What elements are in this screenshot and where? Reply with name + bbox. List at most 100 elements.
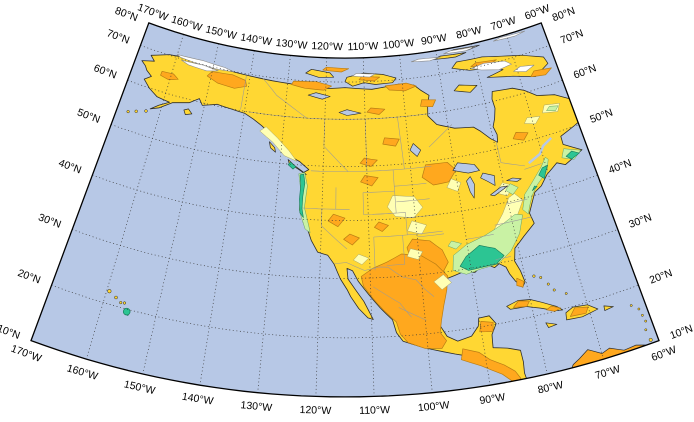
island-dot <box>532 274 536 278</box>
island-jamaica <box>545 322 558 328</box>
state-border-line <box>494 216 532 226</box>
contour-paleyellow-quebec <box>524 116 541 125</box>
contour-palegreen-labrador <box>546 105 559 112</box>
island-kodiak <box>183 108 193 115</box>
state-border-line <box>373 236 376 271</box>
nodata-baffin-s <box>513 64 535 72</box>
contour-teal-pacific <box>299 173 306 218</box>
nodata-alaska-north <box>177 54 234 72</box>
st-lawrence-river <box>528 137 553 165</box>
contour-orange-hispaniola <box>569 306 589 317</box>
longitude-label-top: 120°W <box>311 40 343 53</box>
graticule-layer <box>51 34 639 397</box>
state-border-line <box>407 230 443 236</box>
longitude-label-bottom: 80°W <box>537 379 565 396</box>
island-dot <box>641 313 644 317</box>
graticule-meridian <box>257 55 291 393</box>
contour-orange-nwt <box>291 80 332 91</box>
state-border-line <box>310 165 432 172</box>
graticule-meridian <box>399 55 433 393</box>
contour-orange-sask-a <box>382 137 400 147</box>
island-dot <box>119 301 123 305</box>
lake-greatbear <box>307 92 331 100</box>
contour-orange-cuba-w <box>513 300 530 308</box>
island-dot <box>637 307 641 311</box>
nodata-parry <box>411 56 441 63</box>
state-border-line <box>321 208 348 250</box>
state-border-line <box>398 307 427 321</box>
lake-erie <box>490 185 509 197</box>
longitude-label-bottom: 130°W <box>240 399 273 414</box>
island-dot <box>126 110 130 114</box>
nodata-brooks <box>181 59 219 72</box>
contour-palegreen-ontario <box>505 183 519 195</box>
state-border-line <box>428 124 453 148</box>
contour-orange-keewatin <box>420 99 436 108</box>
state-border-line <box>302 207 350 210</box>
longitude-label-bottom: 110°W <box>359 404 390 417</box>
contour-orange-colorado <box>374 221 389 232</box>
contour-orange-alaska-west <box>160 70 179 81</box>
state-border-line <box>397 117 405 170</box>
graticule-parallel <box>140 45 550 83</box>
state-border-line <box>405 212 408 235</box>
nodata-victoria <box>352 73 376 78</box>
contour-orange-quebec <box>512 132 529 141</box>
graticule-meridian <box>506 34 605 360</box>
island-dot <box>134 109 138 113</box>
state-border-line <box>495 256 512 260</box>
longitude-label-bottom: 90°W <box>479 391 506 407</box>
graticule-meridian <box>435 50 491 386</box>
contour-teal-newengland <box>538 164 548 179</box>
island-devon <box>433 52 467 60</box>
lake-ontario <box>506 177 522 182</box>
graticule-meridian <box>362 57 375 397</box>
longitude-label-top: 100°W <box>382 37 415 52</box>
contour-orange-utah <box>343 233 360 246</box>
contour-paleyellow-arizona <box>353 253 369 265</box>
contour-orange-florida <box>516 277 525 288</box>
longitude-label-bottom: 120°W <box>299 404 331 417</box>
island-dot <box>629 304 633 307</box>
graticule-meridian <box>142 43 219 375</box>
island-southampton <box>453 84 478 93</box>
state-border-line <box>372 212 406 215</box>
contour-paleyellow-gulftx <box>433 274 452 290</box>
island-puerto-rico <box>603 305 614 311</box>
graticule-parallel <box>110 124 580 167</box>
graticule-meridian <box>85 34 184 360</box>
longitude-label-top: 90°W <box>420 32 447 48</box>
island-dot <box>552 288 556 292</box>
island-dot <box>122 301 127 305</box>
island-dot <box>546 282 550 286</box>
contour-orange-sask-b <box>359 157 378 167</box>
state-border-line <box>386 235 406 266</box>
island-dot <box>114 295 118 300</box>
longitude-label-bottom: 140°W <box>181 391 214 408</box>
lake-greatslave <box>338 109 362 116</box>
nodata-ellesmere <box>443 46 477 55</box>
island-hawaii-big <box>122 307 131 316</box>
contour-paleyellow-txpan <box>406 248 423 260</box>
contour-orange-labrador-n <box>530 67 552 78</box>
nodata-greenland <box>493 30 525 42</box>
state-border-line <box>524 163 542 170</box>
lake-huron <box>480 172 496 186</box>
state-border-line <box>505 198 528 205</box>
state-border-line <box>323 118 349 172</box>
contour-orange-slave <box>366 107 386 115</box>
longitude-label-top: 130°W <box>275 37 308 52</box>
state-border-line <box>396 198 430 203</box>
state-border-line <box>373 234 408 238</box>
state-border-line <box>362 190 395 193</box>
graticule-meridian <box>315 57 328 397</box>
contour-orange-nevada <box>327 213 346 228</box>
state-border-line <box>465 234 494 240</box>
island-haida-gwaii <box>269 141 276 153</box>
state-border-line <box>240 75 247 110</box>
contour-teal-gulfstates <box>459 245 505 271</box>
longitude-label-top: 80°W <box>455 24 483 41</box>
island-dot <box>107 289 112 294</box>
